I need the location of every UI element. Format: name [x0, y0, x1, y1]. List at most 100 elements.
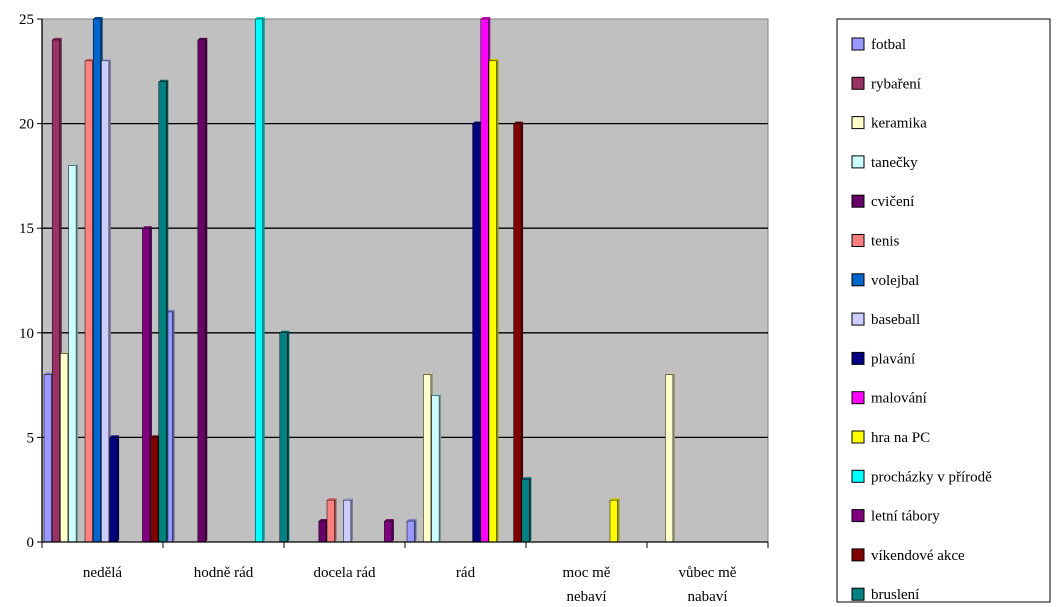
- bar: [158, 79, 169, 543]
- bar-side: [521, 121, 524, 542]
- legend-swatch: [851, 587, 865, 601]
- bar-top: [521, 477, 532, 480]
- bar-front: [431, 395, 440, 543]
- legend-label: bruslení: [871, 587, 919, 603]
- bar-side: [414, 519, 417, 542]
- legend-swatch: [851, 548, 865, 562]
- legend-swatch: [851, 234, 865, 247]
- bar-front: [406, 520, 415, 543]
- bar-top: [109, 435, 120, 438]
- bar: [326, 498, 337, 543]
- bar-top: [101, 58, 111, 61]
- legend-label: víkendové akce: [871, 548, 965, 564]
- bar-top: [68, 163, 79, 166]
- y-tick-label: 5: [27, 430, 35, 446]
- bar-front: [521, 478, 530, 543]
- bar-side: [496, 58, 499, 543]
- bar-side: [117, 435, 120, 542]
- legend-label: cvičení: [871, 194, 914, 210]
- bar-top: [472, 121, 483, 124]
- bar-side: [108, 58, 111, 543]
- bar-front: [101, 60, 110, 543]
- bar-top: [44, 372, 54, 375]
- legend-label: procházky v přírodě: [871, 469, 992, 485]
- bar-side: [262, 17, 265, 542]
- legend-entry: cvičení: [851, 194, 914, 210]
- bar: [513, 121, 524, 543]
- bar-top: [150, 435, 161, 438]
- bar-side: [205, 37, 208, 543]
- bar-side: [350, 498, 353, 542]
- legend-label: fotbal: [871, 37, 906, 53]
- legend-entry: procházky v přírodě: [851, 469, 992, 485]
- bar-front: [43, 374, 52, 543]
- bar-top: [665, 372, 675, 375]
- legend-swatch: [851, 509, 865, 523]
- legend-label: tenis: [871, 234, 899, 250]
- y-tick-label: 0: [27, 535, 35, 551]
- bar-front: [480, 18, 489, 543]
- bar-side: [334, 498, 337, 542]
- bar: [343, 498, 353, 543]
- bar-side: [172, 309, 175, 542]
- bar-top: [197, 37, 208, 40]
- legend-entry: volejbal: [851, 273, 919, 289]
- bar-front: [92, 18, 101, 543]
- bar-front: [254, 18, 263, 543]
- bar-side: [287, 330, 290, 542]
- legend-swatch: [851, 469, 865, 483]
- bar-front: [472, 123, 481, 543]
- y-tick-label: 25: [19, 12, 34, 28]
- bar-front: [513, 123, 522, 543]
- bar-top: [489, 58, 499, 61]
- legend-swatch: [851, 37, 865, 51]
- legend-entry: keramika: [851, 116, 927, 132]
- bar-front: [665, 374, 674, 543]
- bar-front: [68, 165, 77, 543]
- x-tick-label: vůbec mě nabaví: [679, 565, 737, 605]
- bar-front: [488, 60, 497, 543]
- bar-front: [326, 499, 335, 543]
- bar-front: [384, 520, 393, 543]
- legend-swatch: [851, 116, 865, 130]
- bar-top: [158, 79, 169, 82]
- bar-top: [142, 226, 152, 229]
- bar-side: [529, 477, 532, 542]
- bar-front: [158, 81, 167, 543]
- legend-label: plavání: [871, 351, 915, 367]
- legend-entry: plavání: [851, 351, 915, 367]
- legend-swatch: [851, 391, 865, 405]
- bar: [406, 519, 417, 543]
- bar-front: [142, 227, 151, 543]
- legend-label: rybaření: [871, 76, 921, 92]
- bar: [431, 393, 442, 543]
- bar-front: [51, 39, 60, 543]
- legend-entry: letní tábory: [851, 509, 940, 525]
- y-tick-label: 15: [19, 221, 34, 237]
- legend-entry: rybaření: [851, 76, 921, 92]
- legend-swatch: [851, 351, 865, 365]
- x-tick-label: moc mě nebaví: [563, 565, 611, 605]
- bar-top: [384, 519, 394, 522]
- bar: [279, 330, 290, 543]
- bar-side: [166, 79, 169, 542]
- bar: [197, 37, 208, 543]
- bar-side: [76, 163, 79, 542]
- bar: [665, 372, 675, 543]
- bar-front: [343, 499, 352, 543]
- bar: [109, 435, 120, 543]
- bar-top: [513, 121, 524, 124]
- bar-top: [60, 351, 70, 354]
- bar-front: [279, 332, 288, 543]
- legend-label: malování: [871, 391, 927, 407]
- bar: [384, 519, 394, 543]
- bar-side: [439, 393, 442, 542]
- bar-top: [327, 498, 337, 501]
- bar-front: [423, 374, 432, 543]
- bar-side: [617, 498, 620, 542]
- bar-top: [610, 498, 620, 501]
- legend-label: tanečky: [871, 155, 918, 171]
- legend-label: keramika: [871, 116, 927, 132]
- bar-front: [109, 437, 118, 543]
